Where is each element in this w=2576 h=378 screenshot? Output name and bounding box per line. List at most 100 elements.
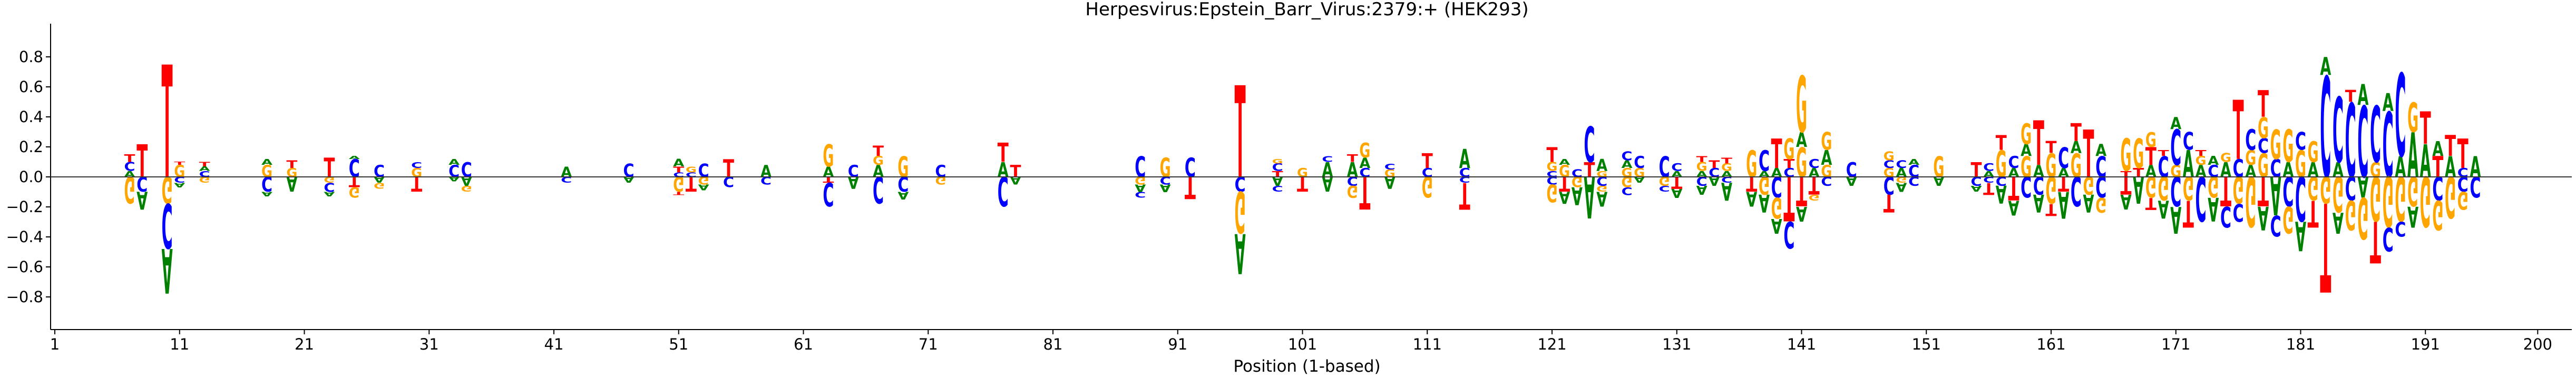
logo-letter-g-pos-90-up: G bbox=[1160, 153, 1171, 184]
svg-text:C: C bbox=[2220, 200, 2231, 232]
logo-letter-g-pos-164-down: G bbox=[2083, 171, 2094, 200]
y-tick-label: −0.8 bbox=[6, 288, 43, 306]
svg-text:C: C bbox=[1384, 162, 1396, 171]
svg-text:A: A bbox=[2196, 162, 2207, 181]
y-tick-label: 0.8 bbox=[19, 48, 43, 66]
logo-letter-a-pos-186-down: A bbox=[2357, 170, 2368, 203]
svg-text:A: A bbox=[1559, 158, 1570, 167]
svg-text:C: C bbox=[1908, 174, 1919, 188]
logo-letter-a-pos-122-up: A bbox=[1559, 158, 1570, 167]
svg-text:C: C bbox=[561, 175, 572, 184]
logo-letter-g-pos-157-up: G bbox=[1996, 144, 2007, 186]
logo-letter-t-pos-178-down: T bbox=[2258, 167, 2269, 214]
logo-letter-c-pos-165-up: C bbox=[2095, 151, 2106, 184]
svg-text:C: C bbox=[261, 172, 272, 195]
logo-letter-a-pos-169-up: A bbox=[2145, 162, 2157, 181]
svg-text:T: T bbox=[349, 173, 360, 190]
svg-text:G: G bbox=[2308, 168, 2319, 206]
svg-text:A: A bbox=[136, 186, 148, 215]
svg-text:T: T bbox=[2457, 131, 2468, 177]
logo-letter-c-pos-18-down: C bbox=[261, 172, 272, 195]
svg-text:G: G bbox=[2183, 168, 2194, 206]
logo-letter-g-pos-182-down: G bbox=[2308, 168, 2319, 206]
svg-text:A: A bbox=[1135, 182, 1146, 194]
logo-letter-g-pos-180-up: G bbox=[2282, 121, 2294, 173]
svg-text:A: A bbox=[1584, 163, 1595, 230]
logo-letter-c-pos-10-down: C bbox=[162, 190, 173, 261]
logo-letter-g-pos-190-down: G bbox=[2407, 167, 2418, 214]
svg-text:G: G bbox=[2196, 153, 2207, 167]
svg-text:C: C bbox=[2233, 197, 2244, 226]
logo-letter-c-pos-47-up: C bbox=[623, 161, 635, 181]
logo-letter-a-pos-145-down: A bbox=[1846, 174, 1858, 188]
logo-letter-a-pos-164-down: A bbox=[2083, 189, 2094, 217]
svg-text:C: C bbox=[2058, 142, 2069, 175]
logo-letter-g-pos-178-up: G bbox=[2258, 112, 2269, 145]
logo-letter-t-pos-114-down: T bbox=[1459, 174, 1470, 217]
logo-letter-a-pos-105-up: A bbox=[1347, 158, 1358, 182]
logo-letter-a-pos-125-up: A bbox=[1596, 156, 1607, 175]
logo-letter-g-pos-181-up: G bbox=[2295, 144, 2306, 186]
svg-text:G: G bbox=[2395, 162, 2406, 233]
logo-letter-c-pos-63-down: C bbox=[823, 175, 834, 213]
svg-text:A: A bbox=[1908, 158, 1919, 167]
svg-text:G: G bbox=[2046, 147, 2057, 185]
x-tick-label: 1 bbox=[50, 335, 60, 353]
svg-text:G: G bbox=[1547, 178, 1558, 207]
logo-letter-t-pos-140-up: T bbox=[1783, 157, 1794, 171]
logo-letter-t-pos-7-up: T bbox=[124, 153, 136, 165]
svg-text:A: A bbox=[448, 158, 460, 167]
logo-letter-c-pos-184-up: C bbox=[2333, 79, 2344, 183]
logo-letter-g-pos-96-down: G bbox=[1235, 178, 1246, 244]
logo-letter-a-pos-11-down: A bbox=[174, 182, 186, 188]
logo-letter-a-pos-157-down: A bbox=[1996, 180, 2007, 208]
x-tick-label: 111 bbox=[1413, 335, 1442, 353]
svg-text:G: G bbox=[1696, 160, 1707, 174]
svg-text:C: C bbox=[1622, 185, 1633, 197]
svg-text:C: C bbox=[1185, 152, 1196, 183]
logo-letter-a-pos-47-down: A bbox=[623, 175, 635, 184]
logo-letter-a-pos-8-down: A bbox=[136, 186, 148, 215]
logo-letter-a-pos-149-down: A bbox=[1896, 180, 1907, 194]
svg-text:T: T bbox=[1721, 156, 1732, 165]
x-tick-label: 161 bbox=[2036, 335, 2065, 353]
svg-text:A: A bbox=[1846, 174, 1858, 188]
svg-text:G: G bbox=[2432, 191, 2443, 238]
logo-letter-g-pos-25-down: G bbox=[349, 184, 360, 200]
svg-text:T: T bbox=[1696, 154, 1707, 164]
logo-letter-t-pos-160-up: T bbox=[2033, 109, 2044, 180]
svg-text:T: T bbox=[673, 165, 684, 174]
svg-text:C: C bbox=[2170, 167, 2181, 214]
logo-letter-t-pos-137-down: T bbox=[1746, 172, 1757, 195]
svg-text:G: G bbox=[1596, 184, 1607, 193]
svg-text:A: A bbox=[1896, 180, 1907, 194]
svg-text:C: C bbox=[2170, 121, 2181, 177]
svg-text:C: C bbox=[2158, 151, 2169, 184]
logo-letter-g-pos-171-up: G bbox=[2170, 162, 2181, 181]
logo-letter-c-pos-150-down: C bbox=[1908, 174, 1919, 188]
logo-letter-g-pos-143-up: G bbox=[1821, 127, 1832, 155]
svg-text:A: A bbox=[2095, 141, 2106, 160]
logo-letter-g-pos-135-up: G bbox=[1721, 162, 1732, 174]
y-tick-label: 0.2 bbox=[19, 138, 43, 156]
logo-letter-g-pos-69-up: G bbox=[897, 151, 909, 184]
logo-letter-c-pos-99-up: C bbox=[1272, 161, 1283, 173]
svg-text:T: T bbox=[1359, 166, 1370, 217]
logo-letter-g-pos-191-down: G bbox=[2420, 160, 2431, 241]
logo-letter-t-pos-164-up: T bbox=[2083, 117, 2094, 193]
svg-text:G: G bbox=[2407, 167, 2418, 214]
logo-letter-c-pos-172-up: C bbox=[2183, 128, 2194, 156]
svg-text:G: G bbox=[1235, 178, 1246, 244]
svg-text:A: A bbox=[2145, 162, 2157, 181]
logo-letter-t-pos-158-down: T bbox=[2008, 169, 2019, 206]
logo-letter-t-pos-192-up: T bbox=[2432, 151, 2443, 184]
x-tick-label: 141 bbox=[1787, 335, 1816, 353]
logo-letter-c-pos-148-down: C bbox=[1884, 171, 1895, 199]
x-tick-label: 81 bbox=[1043, 335, 1063, 353]
svg-text:A: A bbox=[2258, 198, 2269, 236]
logo-letter-g-pos-168-up: G bbox=[2133, 131, 2144, 178]
logo-letter-g-pos-174-down: G bbox=[2208, 170, 2219, 203]
logo-letter-t-pos-30-down: T bbox=[411, 172, 422, 195]
logo-letter-c-pos-165-down: C bbox=[2095, 170, 2106, 202]
svg-text:G: G bbox=[823, 138, 834, 174]
